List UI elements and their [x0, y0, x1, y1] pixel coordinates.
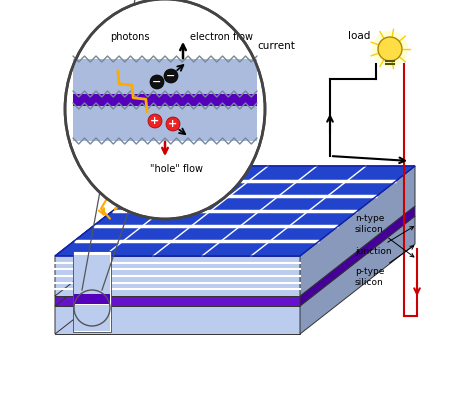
Polygon shape	[55, 206, 170, 306]
Text: current: current	[257, 41, 295, 51]
Text: load: load	[347, 31, 370, 41]
Polygon shape	[73, 251, 111, 332]
Circle shape	[378, 37, 402, 61]
Circle shape	[148, 114, 162, 128]
Polygon shape	[55, 216, 170, 334]
Bar	[73, 59, 257, 94]
Polygon shape	[300, 216, 415, 334]
Text: electron flow: electron flow	[190, 32, 253, 42]
Text: +: +	[150, 116, 160, 126]
Bar	[73, 94, 257, 106]
Bar	[74, 255, 110, 294]
Bar	[74, 305, 110, 331]
Circle shape	[150, 75, 164, 89]
Text: "hole" flow: "hole" flow	[150, 164, 203, 174]
Text: −: −	[166, 71, 176, 81]
Circle shape	[372, 31, 408, 67]
Polygon shape	[55, 216, 415, 306]
Text: −: −	[152, 77, 162, 87]
Text: +: +	[168, 119, 178, 129]
Polygon shape	[55, 256, 300, 296]
Text: sunlight: sunlight	[100, 129, 142, 139]
Text: photons: photons	[110, 32, 149, 42]
Circle shape	[166, 117, 180, 131]
Polygon shape	[55, 166, 170, 296]
Polygon shape	[55, 166, 415, 256]
Polygon shape	[300, 166, 415, 296]
Text: p-type
silicon: p-type silicon	[355, 246, 414, 287]
Ellipse shape	[65, 0, 265, 219]
Polygon shape	[300, 206, 415, 306]
Text: n-type
silicon: n-type silicon	[355, 214, 414, 257]
Circle shape	[164, 69, 178, 83]
Text: junction: junction	[355, 227, 414, 256]
Polygon shape	[55, 296, 300, 306]
Bar	[74, 294, 110, 304]
Polygon shape	[55, 206, 415, 296]
Polygon shape	[55, 306, 300, 334]
Polygon shape	[55, 166, 415, 256]
Bar	[73, 106, 257, 141]
